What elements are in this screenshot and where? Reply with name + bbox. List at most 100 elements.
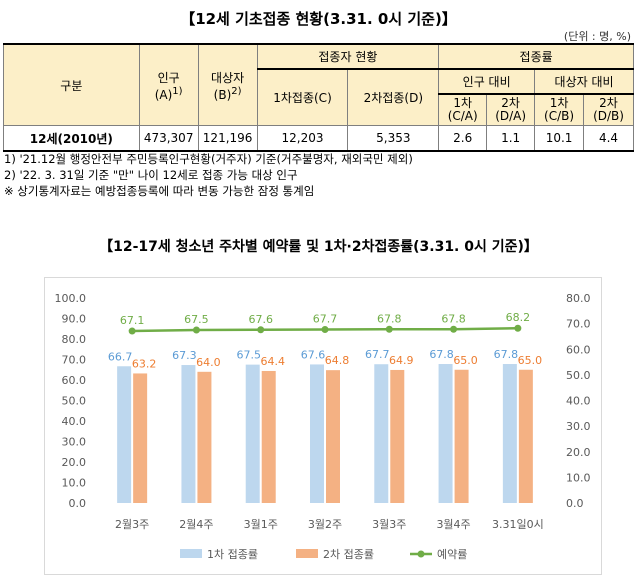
header-rate-group: 접종률 [438,43,634,70]
cell-population: 473,307 [138,125,199,152]
header-vs-population: 인구 대비 [438,68,536,95]
legend-label: 1차 접종률 [207,548,258,561]
vaccination-rate-chart: 0.0 10.0 20.0 30.0 40.0 50.0 60.0 70.0 80.0 90.0 1… [55,292,591,561]
left-axis-tick-label: 40.0 [62,415,87,428]
x-axis-tick-label: 3월2주 [308,518,342,531]
reservation-rate-point [385,325,393,333]
bar-first-dose [438,364,453,503]
bar-data-label: 67.8 [429,348,454,361]
cell-first-dose: 12,203 [256,125,349,152]
note-2: 2) '22. 3. 31일 기준 "만" 나이 12세로 접종 가능 대상 인… [4,168,298,182]
x-axis-tick-label: 3.31일0시 [492,517,544,531]
legend-swatch [180,549,202,558]
right-axis-tick-label: 20.0 [566,446,591,459]
line-data-label: 67.7 [313,313,338,326]
bar-data-label: 67.7 [365,348,390,361]
note-3: ※ 상기통계자료는 예방접종등록에 따라 변동 가능한 잠정 통계임 [4,184,315,198]
bar-data-label: 63.2 [132,357,157,370]
bar-data-label: 65.0 [453,354,478,367]
line-data-label: 67.6 [248,313,273,326]
cell-rate-da: 1.1 [486,125,536,152]
left-axis-tick-label: 70.0 [62,354,87,367]
table-notes: 1) '21.12월 행정안전부 주민등록인구현황(거주자) 기준(거주불명자,… [4,151,413,199]
line-data-label: 67.8 [377,312,402,325]
x-axis-tick-label: 3월3주 [372,518,406,531]
x-axis-tick-label: 3월1주 [244,518,278,531]
legend-label: 예약률 [437,547,467,561]
bar-data-label: 65.0 [518,354,543,367]
bar-first-dose [374,364,389,503]
unit-label: (단위 : 명, %) [563,30,631,43]
chart-frame [44,277,602,575]
bar-second-dose [390,369,405,503]
reservation-rate-point [450,325,458,333]
right-axis-tick-label: 70.0 [566,318,591,331]
line-data-label: 67.8 [441,312,466,325]
cell-rate-db: 4.4 [583,125,634,152]
left-axis-tick-label: 20.0 [62,456,87,469]
header-vaccinated-group: 접종자 현황 [256,43,440,70]
reservation-rate-point [192,326,200,334]
bar-first-dose [117,366,132,503]
right-axis-tick-label: 50.0 [566,369,591,382]
bar-data-label: 67.3 [172,349,197,362]
note-1: 1) '21.12월 행정안전부 주민등록인구현황(거주자) 기준(거주불명자,… [4,152,413,166]
reservation-rate-point [257,326,265,334]
bar-second-dose [133,373,148,503]
header-gubun: 구분 [3,43,140,126]
left-axis-tick-label: 90.0 [62,313,87,326]
bar-second-dose [326,370,340,503]
vaccination-status-table: 구분 인구 (A)1) 대상자 (B)2) 접종자 현황 접종률 1차접종(C)… [3,43,634,152]
right-axis-tick-label: 40.0 [566,395,591,408]
legend-swatch [296,549,318,558]
line-data-label: 67.1 [120,314,145,327]
bar-data-label: 64.8 [325,354,350,367]
bar-data-label: 67.6 [301,348,326,361]
x-axis-tick-label: 2월4주 [179,518,213,531]
header-target: 대상자 (B)2) [197,43,258,126]
chart-title: 【12-17세 청소년 주차별 예약률 및 1차·2차접종률(3.31. 0시 … [99,239,538,255]
bar-first-dose [310,364,324,503]
reservation-rate-point [321,326,329,334]
bar-data-label: 64.9 [389,354,414,367]
bar-second-dose [454,369,469,503]
left-axis-tick-label: 100.0 [55,292,87,305]
line-data-label: 67.5 [184,313,209,326]
right-axis-tick-label: 60.0 [566,343,591,356]
table-title: 【12세 기초접종 현황(3.31. 0시 기준)】 [180,10,457,28]
bar-first-dose [502,364,517,503]
bar-second-dose [518,369,533,503]
legend-label: 2차 접종률 [323,548,374,561]
left-axis-tick-label: 30.0 [62,436,87,449]
x-axis-tick-label: 3월4주 [436,518,470,531]
right-axis-tick-label: 10.0 [566,471,591,484]
table-row: 12세(2010년) 473,307 121,196 12,203 5,353 … [3,125,634,152]
bar-second-dose [197,371,212,503]
left-axis-tick-label: 0.0 [69,497,87,510]
bar-data-label: 67.8 [494,348,519,361]
cell-target: 121,196 [197,125,258,152]
bar-data-label: 67.5 [236,349,261,362]
right-axis-tick-label: 30.0 [566,420,591,433]
bar-data-label: 66.7 [108,350,133,363]
bar-first-dose [245,364,260,503]
header-rate-cb: 1차 (C/B) [534,93,585,126]
row-label: 12세(2010년) [3,125,140,152]
header-rate-db: 2차 (D/B) [583,93,634,126]
bar-data-label: 64.0 [196,356,221,369]
cell-rate-cb: 10.1 [534,125,585,152]
bar-second-dose [261,370,276,503]
left-axis-tick-label: 50.0 [62,395,87,408]
cell-rate-ca: 2.6 [438,125,488,152]
legend-marker [417,550,425,558]
header-first-dose: 1차접종(C) [256,68,349,126]
reservation-rate-point [128,327,136,335]
reservation-rate-point [514,324,522,332]
header-second-dose: 2차접종(D) [347,68,440,126]
line-data-label: 68.2 [506,311,531,324]
right-axis-tick-label: 80.0 [566,292,591,305]
left-axis-tick-label: 80.0 [62,333,87,346]
header-vs-target: 대상자 대비 [534,68,634,95]
header-rate-da: 2차 (D/A) [486,93,536,126]
header-rate-ca: 1차 (C/A) [438,93,488,126]
